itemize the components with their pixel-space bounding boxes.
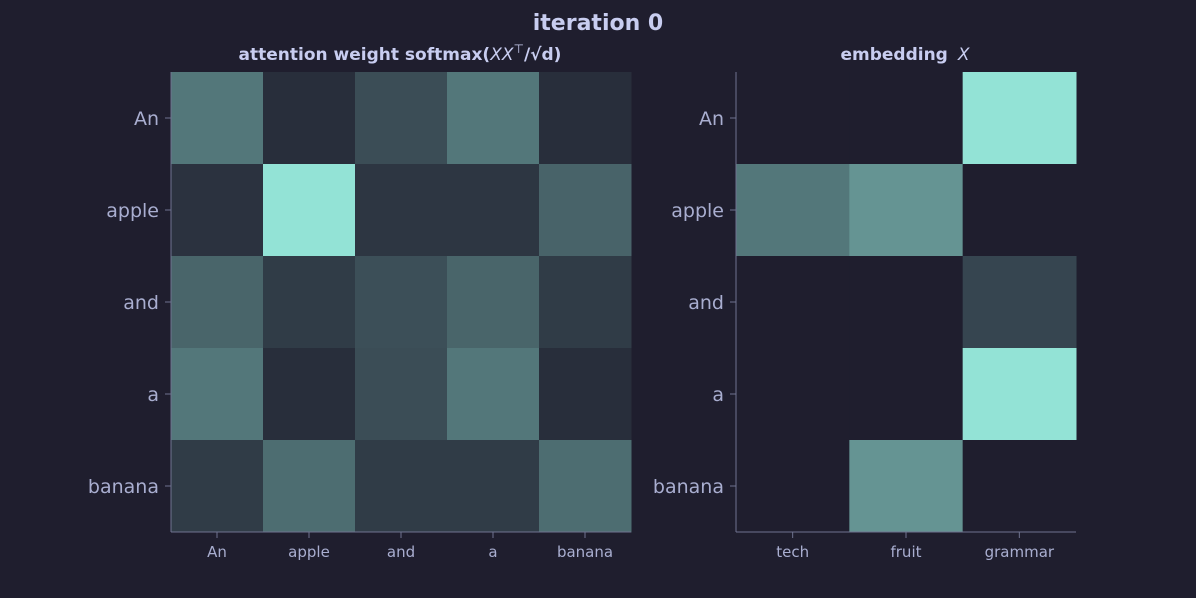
attention-cell xyxy=(355,348,448,441)
attention-heatmap-panel: attention weight softmax(XX⊤/√d) An apple… xyxy=(88,42,632,561)
attention-heatmap-title: attention weight softmax(XX⊤/√d) xyxy=(239,42,562,65)
embedding-title-math: X xyxy=(957,45,970,65)
embedding-y-tick-label: a xyxy=(712,384,724,406)
embedding-cells xyxy=(736,72,1077,533)
attention-y-tick-label: An xyxy=(134,108,159,130)
attention-cell xyxy=(355,256,448,349)
embedding-x-tick-label: grammar xyxy=(985,543,1055,561)
attention-title-tail: /√d) xyxy=(524,45,562,65)
embedding-cell xyxy=(849,256,964,349)
embedding-cell xyxy=(962,72,1077,165)
embedding-y-tick-label: banana xyxy=(653,476,724,498)
attention-y-tick-label: a xyxy=(147,384,159,406)
attention-x-tick-label: apple xyxy=(288,543,330,561)
embedding-x-tick-label: fruit xyxy=(890,543,921,561)
embedding-cell xyxy=(736,348,850,441)
embedding-axes xyxy=(735,72,1076,533)
embedding-x-tick-label: tech xyxy=(776,543,809,561)
embedding-cell xyxy=(849,72,964,165)
attention-cell xyxy=(263,440,356,533)
embedding-title-text: embedding xyxy=(840,45,947,65)
attention-cell xyxy=(171,256,264,349)
attention-x-tick-label: banana xyxy=(557,543,613,561)
embedding-cell xyxy=(962,256,1077,349)
attention-x-tick-label: and xyxy=(387,543,415,561)
embedding-cell xyxy=(736,256,850,349)
attention-x-tick-label: a xyxy=(488,543,497,561)
attention-y-tick-label: and xyxy=(123,292,159,314)
attention-cell xyxy=(539,164,632,257)
embedding-y-tick-label: An xyxy=(699,108,724,130)
embedding-cell xyxy=(849,164,964,257)
attention-cell xyxy=(263,348,356,441)
attention-cell xyxy=(447,348,540,441)
attention-cell xyxy=(355,72,448,165)
attention-axes xyxy=(170,72,631,533)
embedding-y-tick-label: apple xyxy=(671,200,724,222)
attention-cell xyxy=(539,440,632,533)
attention-cell xyxy=(355,440,448,533)
attention-title-math: XX xyxy=(489,45,514,65)
attention-cells xyxy=(171,72,632,533)
attention-cell xyxy=(539,256,632,349)
embedding-cell xyxy=(736,72,850,165)
embedding-cell xyxy=(849,348,964,441)
attention-title-sup: ⊤ xyxy=(513,42,523,56)
figure-title: iteration 0 xyxy=(533,11,663,36)
attention-cell xyxy=(355,164,448,257)
attention-cell xyxy=(171,348,264,441)
attention-y-ticks: An apple and a banana xyxy=(88,108,171,498)
attention-cell xyxy=(447,256,540,349)
embedding-cell xyxy=(962,164,1077,257)
attention-cell xyxy=(171,164,264,257)
attention-cell xyxy=(539,348,632,441)
attention-cell xyxy=(539,72,632,165)
embedding-cell xyxy=(849,440,964,533)
attention-cell xyxy=(171,72,264,165)
attention-cell xyxy=(263,164,356,257)
attention-x-ticks: An apple and a banana xyxy=(207,532,613,561)
embedding-cell xyxy=(736,440,850,533)
embedding-cell xyxy=(962,440,1077,533)
embedding-y-ticks: An apple and a banana xyxy=(653,108,736,498)
embedding-heatmap-panel: embedding X An apple and a banana tech fruit gr… xyxy=(653,45,1077,561)
attention-cell xyxy=(171,440,264,533)
embedding-cell xyxy=(736,164,850,257)
attention-y-tick-label: apple xyxy=(106,200,159,222)
embedding-cell xyxy=(962,348,1077,441)
attention-title-text: attention weight softmax( xyxy=(239,45,491,65)
attention-cell xyxy=(263,256,356,349)
attention-cell xyxy=(447,164,540,257)
attention-y-tick-label: banana xyxy=(88,476,159,498)
attention-cell xyxy=(263,72,356,165)
attention-cell xyxy=(447,72,540,165)
embedding-y-tick-label: and xyxy=(688,292,724,314)
embedding-heatmap-title: embedding X xyxy=(840,45,969,65)
embedding-x-ticks: tech fruit grammar xyxy=(776,532,1055,561)
attention-cell xyxy=(447,440,540,533)
attention-x-tick-label: An xyxy=(207,543,227,561)
